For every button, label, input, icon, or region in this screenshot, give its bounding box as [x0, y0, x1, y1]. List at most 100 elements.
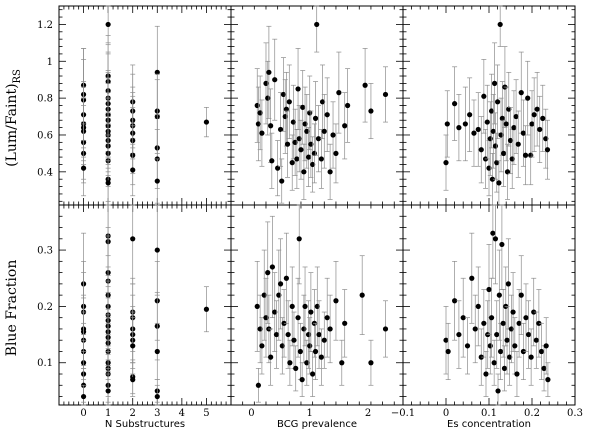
data-point: [487, 136, 493, 142]
data-point: [516, 320, 522, 326]
data-point: [492, 236, 499, 242]
data-point: [543, 343, 549, 349]
data-point: [495, 99, 501, 105]
data-point: [518, 292, 524, 298]
data-point: [286, 99, 292, 105]
y-tick-label: 0.6: [37, 130, 53, 141]
data-point: [280, 91, 287, 98]
y-title-top: (Lum/Faint)RS: [4, 69, 23, 167]
data-point: [520, 348, 527, 355]
panel-bottom-0: 0 1 2 3 4 5 0.1 0.2 0.3: [37, 204, 232, 419]
data-point: [259, 343, 265, 349]
data-point: [299, 377, 305, 383]
data-point: [342, 123, 348, 129]
x-title-substructures: N Substructures: [105, 419, 185, 430]
data-point: [540, 115, 546, 121]
data-point: [536, 320, 542, 326]
y-tick-label: 0.8: [37, 94, 53, 105]
data-point: [475, 126, 481, 133]
data-point: [460, 315, 466, 321]
data-point: [456, 125, 462, 131]
data-point: [314, 303, 320, 310]
data-point: [283, 106, 289, 112]
data-point: [534, 106, 540, 112]
data-point: [508, 326, 514, 332]
panel-top-0: 0.4 0.6 0.8 1 1.2: [37, 5, 232, 206]
data-point: [327, 169, 333, 175]
data-point: [464, 343, 471, 349]
data-point: [339, 360, 345, 366]
data-point: [284, 141, 291, 147]
data-point: [444, 121, 450, 127]
data-point: [105, 21, 111, 28]
data-point: [491, 80, 498, 86]
data-point: [292, 139, 298, 145]
data-point: [488, 315, 495, 321]
data-point: [105, 388, 111, 394]
data-point: [315, 136, 322, 142]
data-point: [544, 147, 551, 153]
data-point: [522, 152, 529, 158]
data-point: [494, 331, 500, 338]
x-tick-label: 2: [365, 408, 371, 419]
svg-text:(Lum/Faint)RS: (Lum/Faint)RS: [4, 69, 23, 167]
data-point: [529, 121, 535, 127]
data-point: [496, 180, 502, 186]
data-point: [318, 354, 324, 360]
data-point: [478, 354, 484, 360]
data-point: [499, 115, 505, 121]
data-point: [310, 161, 316, 168]
data-point: [452, 298, 458, 304]
data-point: [255, 382, 262, 388]
data-point: [471, 130, 477, 136]
data-point: [283, 275, 289, 281]
data-point: [285, 331, 291, 338]
data-point: [265, 95, 271, 101]
data-point: [525, 331, 532, 338]
data-point: [472, 326, 478, 332]
data-point: [545, 377, 551, 383]
data-point: [345, 102, 351, 109]
x-tick-label: 1: [105, 408, 111, 419]
data-point: [324, 112, 330, 118]
data-point: [490, 230, 496, 236]
data-point: [279, 343, 285, 349]
data-point: [254, 303, 260, 310]
data-point: [269, 158, 275, 164]
data-point: [486, 286, 492, 293]
data-point: [490, 128, 496, 134]
data-point: [307, 343, 313, 349]
y-title-bottom: Blue Fraction: [4, 260, 20, 357]
data-point: [492, 143, 499, 149]
data-point: [489, 176, 496, 182]
data-point: [316, 331, 322, 338]
x-tick-label: 4: [179, 408, 185, 419]
data-point: [500, 320, 506, 326]
x-title-es: Es concentration: [447, 419, 531, 430]
data-point: [452, 101, 458, 107]
data-point: [275, 165, 281, 171]
data-point: [321, 337, 327, 343]
y-title-top-main: (Lum/Faint): [4, 83, 20, 166]
data-point: [336, 90, 342, 96]
data-point: [130, 377, 136, 383]
y-tick-label: 0.4: [37, 167, 53, 178]
data-point: [282, 113, 288, 120]
data-point: [295, 86, 301, 92]
y-tick-label: 1.2: [37, 20, 53, 31]
y-tick-label: 0.1: [37, 358, 53, 369]
data-point: [342, 320, 348, 326]
data-point: [504, 169, 511, 175]
data-point: [203, 119, 210, 125]
panel-bottom-2: −0.1 0 0.1 0.2 0.3: [391, 204, 583, 419]
data-point: [279, 178, 285, 184]
data-point: [333, 150, 339, 157]
data-point: [293, 365, 299, 371]
data-point: [305, 331, 312, 338]
data-point: [300, 104, 306, 110]
data-point: [154, 69, 160, 75]
data-point: [290, 119, 296, 125]
data-point: [272, 77, 278, 83]
data-point: [254, 102, 260, 109]
